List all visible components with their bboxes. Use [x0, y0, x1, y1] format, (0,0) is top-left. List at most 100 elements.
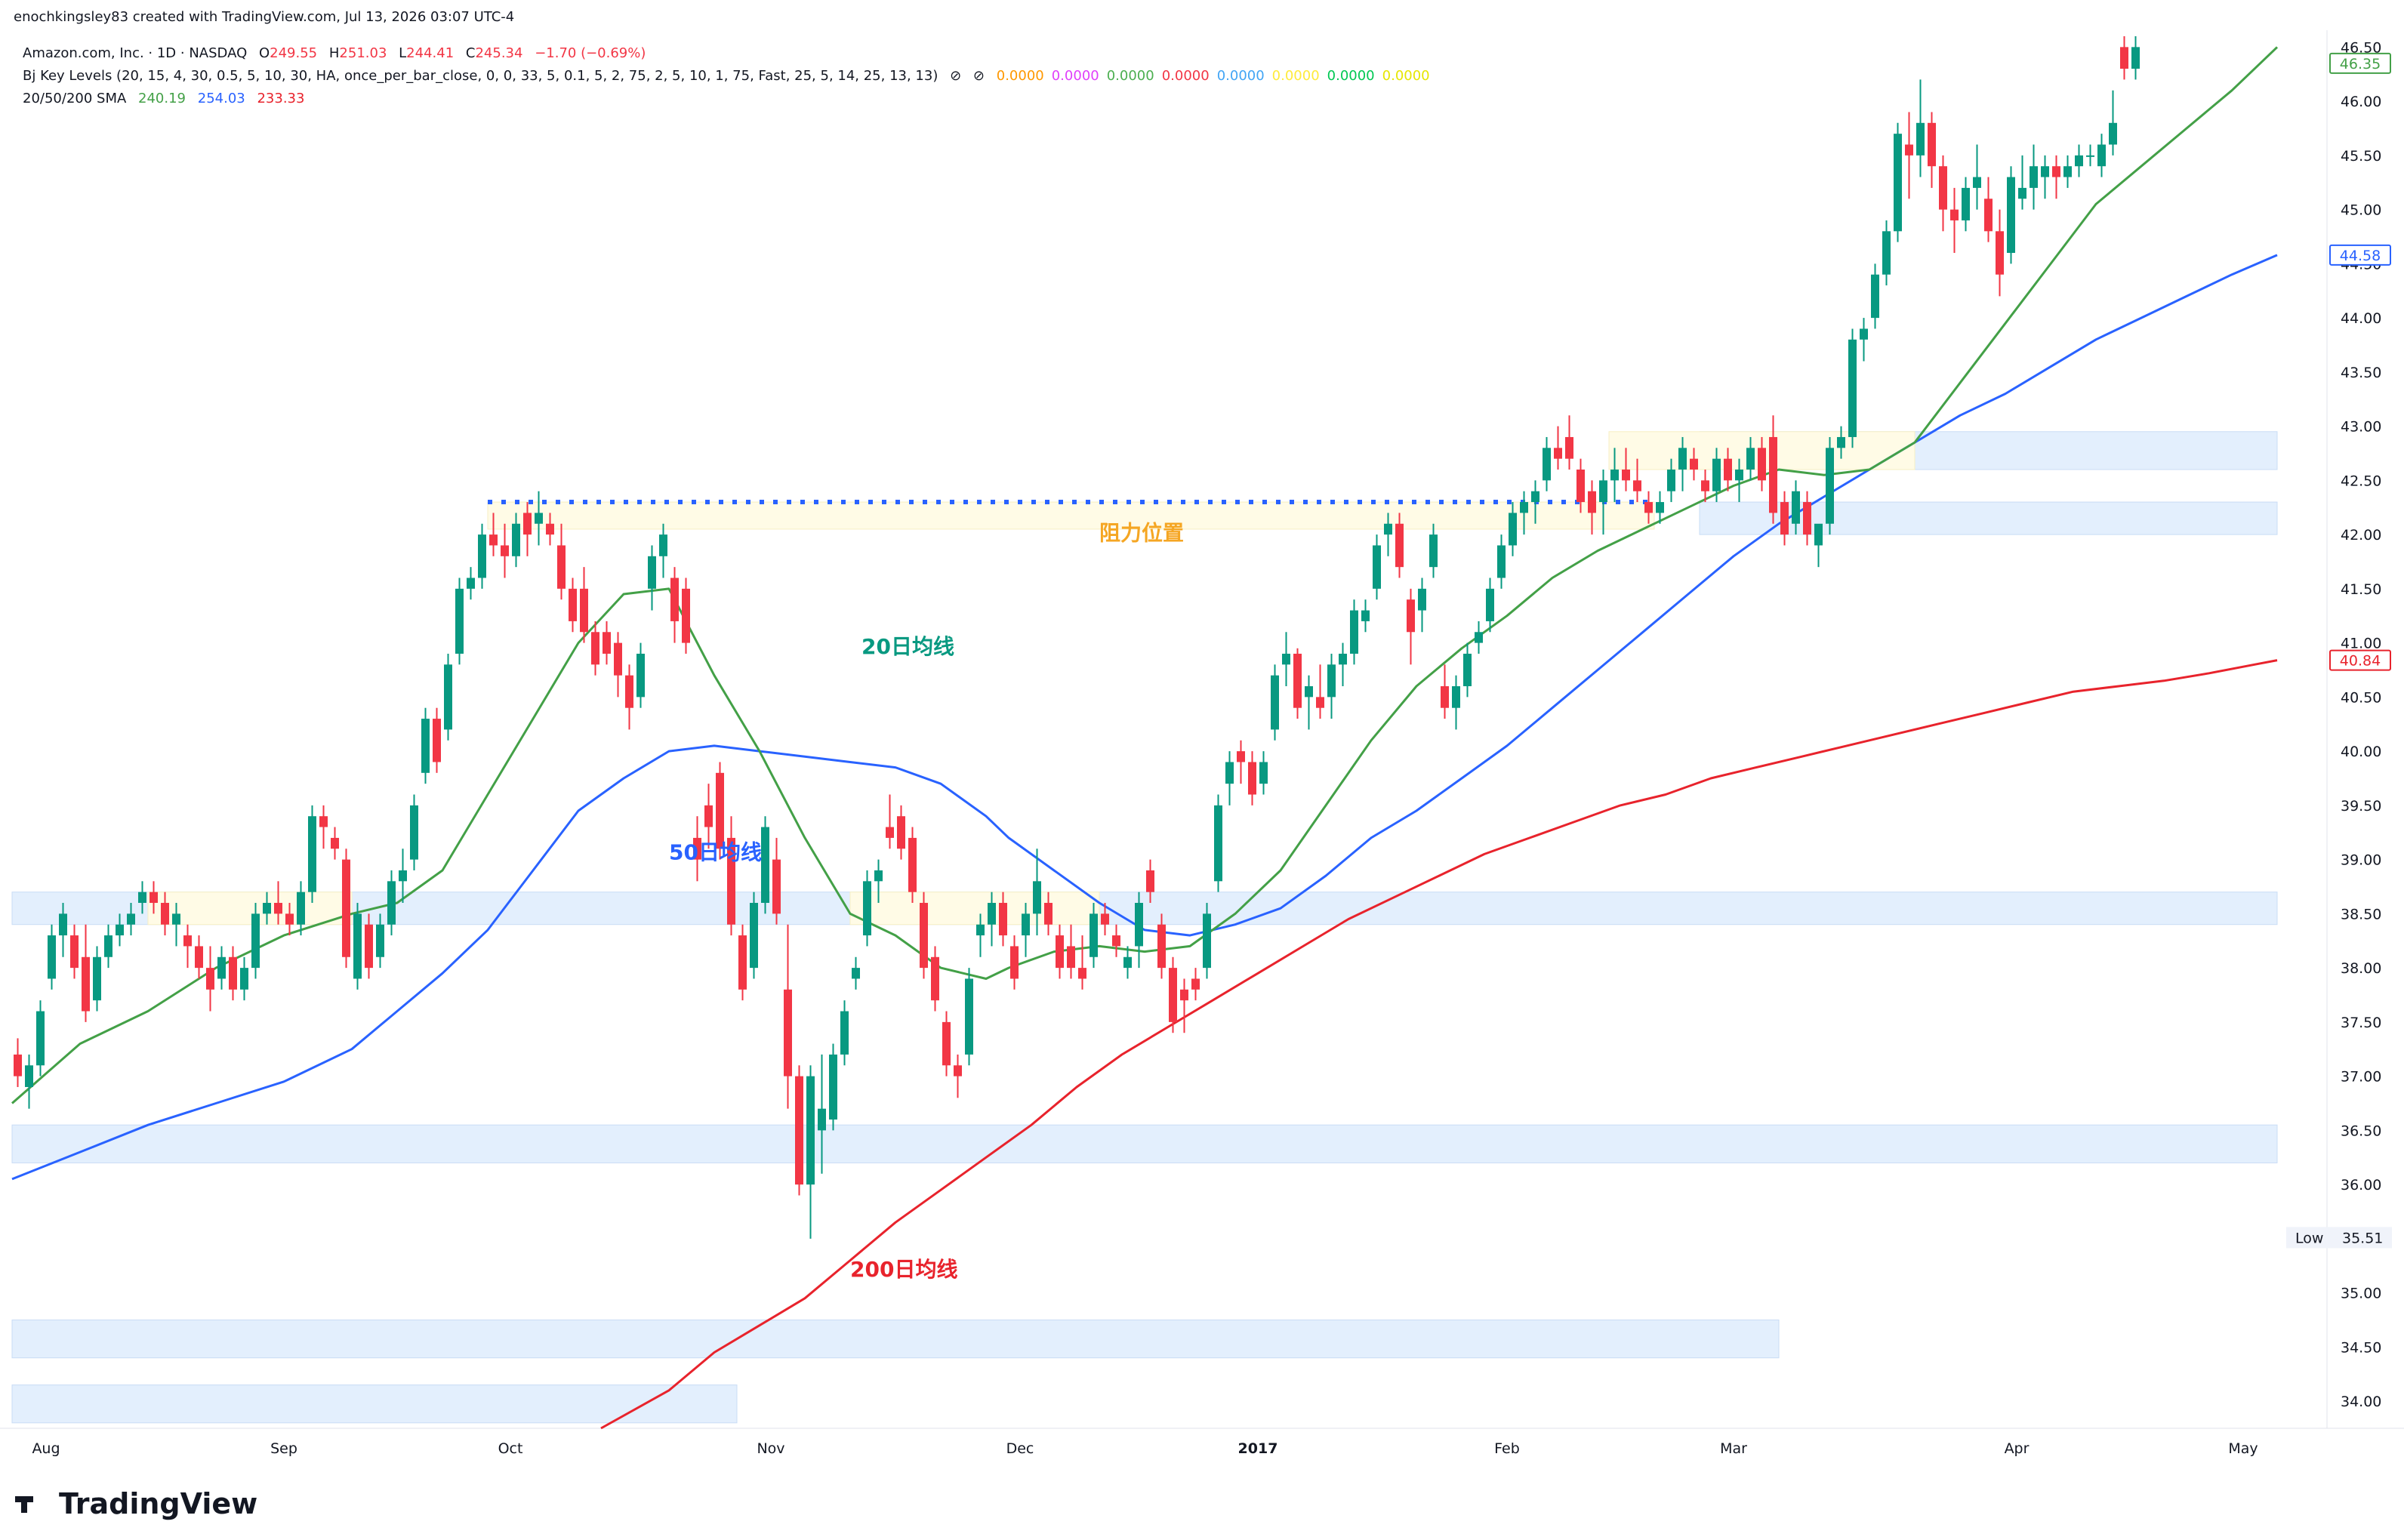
candle-body[interactable]: [704, 805, 713, 827]
candle-body[interactable]: [1090, 913, 1098, 957]
candle-body[interactable]: [1384, 523, 1392, 535]
candle-body[interactable]: [2097, 144, 2106, 167]
candle-body[interactable]: [274, 903, 282, 914]
candle-body[interactable]: [478, 534, 486, 578]
candle-body[interactable]: [2109, 122, 2117, 145]
candle-body[interactable]: [1146, 870, 1154, 892]
candle-body[interactable]: [331, 837, 339, 849]
candle-body[interactable]: [1916, 122, 1925, 156]
candle-body[interactable]: [1735, 470, 1743, 481]
candle-body[interactable]: [263, 903, 271, 914]
candle-body[interactable]: [818, 1108, 826, 1131]
candle-body[interactable]: [195, 946, 203, 969]
candle-body[interactable]: [172, 913, 180, 925]
candle-body[interactable]: [25, 1065, 33, 1087]
candle-body[interactable]: [285, 913, 294, 925]
candle-body[interactable]: [217, 956, 226, 979]
candle-body[interactable]: [1293, 653, 1302, 708]
candle-body[interactable]: [976, 924, 985, 936]
candle-body[interactable]: [648, 556, 656, 589]
eye-off-icon[interactable]: ⊘: [950, 68, 962, 84]
candle-body[interactable]: [1712, 458, 1721, 491]
candle-body[interactable]: [750, 903, 758, 969]
candle-body[interactable]: [1667, 470, 1675, 491]
candle-body[interactable]: [863, 881, 871, 936]
candle-body[interactable]: [603, 632, 611, 654]
candle-body[interactable]: [1746, 448, 1755, 470]
candle-body[interactable]: [138, 892, 146, 904]
candle-body[interactable]: [1848, 339, 1857, 437]
candle-body[interactable]: [48, 935, 56, 979]
candle-body[interactable]: [1225, 762, 1234, 784]
candle-body[interactable]: [2041, 166, 2049, 177]
candle-body[interactable]: [1214, 805, 1222, 882]
candle-body[interactable]: [1837, 436, 1845, 448]
candle-body[interactable]: [1463, 653, 1472, 687]
candle-body[interactable]: [569, 588, 577, 621]
candle-body[interactable]: [183, 935, 192, 947]
candle-body[interactable]: [1429, 534, 1438, 568]
candle-body[interactable]: [874, 870, 883, 882]
candle-body[interactable]: [1644, 502, 1653, 513]
candle-body[interactable]: [455, 588, 464, 654]
candle-body[interactable]: [467, 578, 475, 589]
candle-body[interactable]: [942, 1021, 951, 1066]
candle-body[interactable]: [308, 816, 316, 892]
candle-body[interactable]: [1758, 448, 1766, 481]
candle-body[interactable]: [557, 545, 566, 589]
candle-body[interactable]: [319, 816, 328, 827]
candle-body[interactable]: [840, 1011, 849, 1055]
candle-body[interactable]: [1973, 177, 1981, 188]
candle-body[interactable]: [1509, 513, 1517, 546]
candle-body[interactable]: [1894, 134, 1902, 232]
candle-body[interactable]: [1724, 458, 1732, 481]
candle-body[interactable]: [682, 588, 690, 643]
candle-body[interactable]: [501, 545, 509, 556]
candle-body[interactable]: [1531, 491, 1539, 503]
candle-body[interactable]: [297, 892, 305, 925]
candle-body[interactable]: [1191, 978, 1200, 990]
candle-body[interactable]: [1350, 610, 1358, 654]
settings-off-icon[interactable]: ⊘: [972, 68, 985, 84]
candle-body[interactable]: [1033, 881, 1041, 914]
candle-body[interactable]: [229, 956, 237, 990]
candle-body[interactable]: [433, 719, 441, 762]
candle-body[interactable]: [852, 968, 860, 979]
candle-body[interactable]: [1543, 448, 1551, 481]
indicator-legend[interactable]: Bj Key Levels (20, 15, 4, 30, 0.5, 5, 10…: [23, 68, 1445, 84]
candle-body[interactable]: [116, 924, 124, 936]
candle-body[interactable]: [1939, 166, 1947, 210]
candle-body[interactable]: [1282, 653, 1290, 665]
candle-body[interactable]: [1599, 480, 1607, 503]
candle-body[interactable]: [1395, 523, 1404, 568]
candle-body[interactable]: [2086, 155, 2094, 157]
candle-body[interactable]: [1486, 588, 1494, 621]
candle-body[interactable]: [965, 978, 973, 1055]
candle-body[interactable]: [1259, 762, 1268, 784]
candle-body[interactable]: [2018, 187, 2026, 199]
candle-body[interactable]: [1860, 328, 1868, 340]
candle-body[interactable]: [512, 523, 520, 556]
candle-body[interactable]: [1588, 491, 1596, 513]
candle-body[interactable]: [1497, 545, 1506, 578]
candle-body[interactable]: [251, 913, 260, 969]
candle-body[interactable]: [206, 968, 214, 990]
candle-body[interactable]: [1803, 502, 1811, 535]
candle-body[interactable]: [2030, 166, 2038, 188]
candle-body[interactable]: [546, 523, 554, 535]
candle-body[interactable]: [1135, 903, 1143, 947]
candle-body[interactable]: [2063, 166, 2072, 177]
candle-body[interactable]: [1576, 470, 1585, 503]
candle-body[interactable]: [761, 827, 769, 904]
candle-body[interactable]: [1056, 935, 1064, 969]
candle-body[interactable]: [1520, 502, 1528, 513]
candle-body[interactable]: [444, 664, 452, 730]
candle-body[interactable]: [1339, 653, 1347, 665]
candle-body[interactable]: [2007, 177, 2015, 254]
candle-body[interactable]: [659, 534, 667, 556]
candle-body[interactable]: [1996, 231, 2004, 275]
candle-body[interactable]: [1418, 588, 1426, 611]
candle-body[interactable]: [353, 913, 362, 979]
